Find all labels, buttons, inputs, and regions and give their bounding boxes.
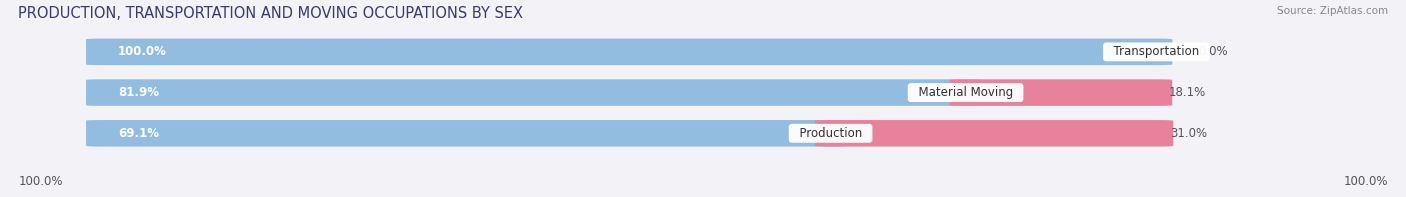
Text: PRODUCTION, TRANSPORTATION AND MOVING OCCUPATIONS BY SEX: PRODUCTION, TRANSPORTATION AND MOVING OC… [18, 6, 523, 21]
Text: Source: ZipAtlas.com: Source: ZipAtlas.com [1277, 6, 1388, 16]
FancyBboxPatch shape [950, 79, 1173, 106]
Text: 100.0%: 100.0% [1343, 175, 1388, 188]
Text: 100.0%: 100.0% [118, 45, 167, 58]
FancyBboxPatch shape [86, 39, 1173, 65]
FancyBboxPatch shape [86, 79, 1173, 106]
Legend: Male, Female: Male, Female [641, 192, 765, 197]
Text: Transportation: Transportation [1107, 45, 1206, 58]
Text: 100.0%: 100.0% [18, 175, 63, 188]
Text: Production: Production [792, 127, 869, 140]
Text: 0.0%: 0.0% [1198, 45, 1229, 58]
FancyBboxPatch shape [815, 120, 1173, 147]
FancyBboxPatch shape [86, 120, 846, 147]
Text: 81.9%: 81.9% [118, 86, 159, 99]
Text: 18.1%: 18.1% [1170, 86, 1206, 99]
Text: 69.1%: 69.1% [118, 127, 159, 140]
FancyBboxPatch shape [86, 39, 1173, 65]
Text: Material Moving: Material Moving [911, 86, 1021, 99]
FancyBboxPatch shape [86, 79, 981, 106]
Text: 31.0%: 31.0% [1170, 127, 1208, 140]
FancyBboxPatch shape [86, 120, 1173, 147]
